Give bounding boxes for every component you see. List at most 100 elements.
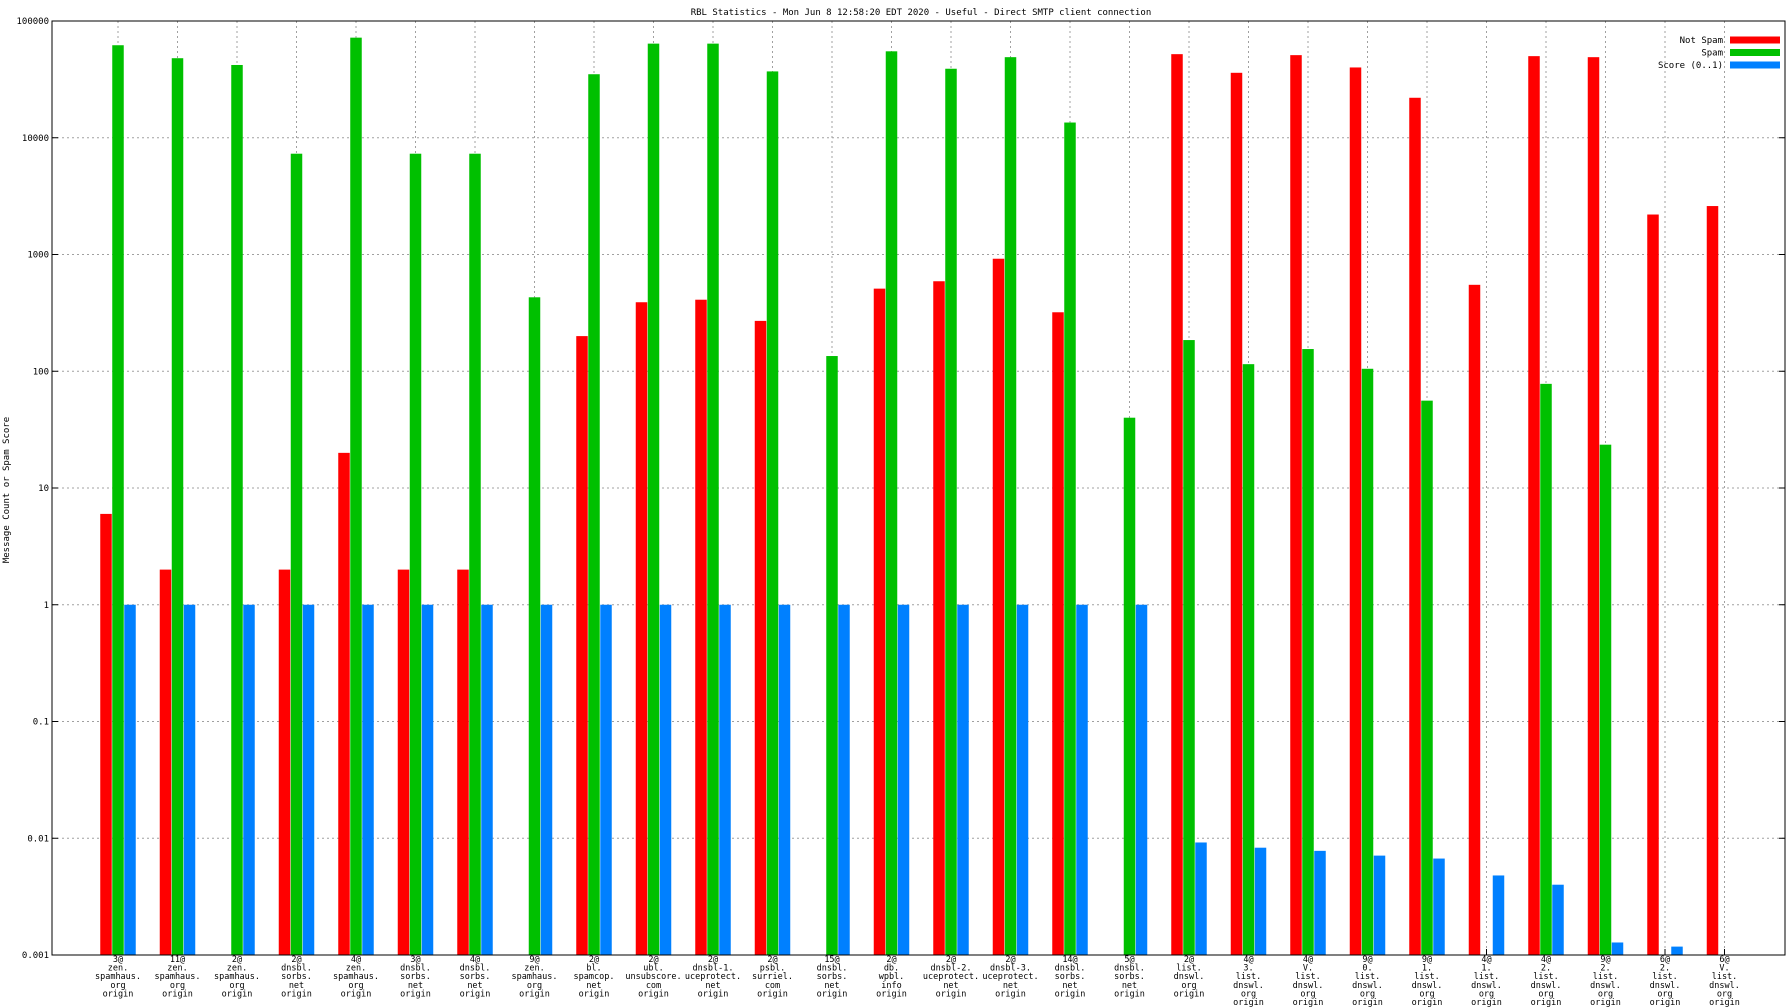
- bar-score-0-1: [1373, 855, 1386, 955]
- bar-not-spam: [754, 320, 767, 955]
- legend-label: Score (0..1): [1658, 61, 1723, 71]
- bar-spam: [1004, 57, 1017, 955]
- x-category-label: 9@ zen. spamhaus. org origin: [511, 955, 557, 999]
- bar-score-0-1: [362, 604, 374, 955]
- x-category-label: 2@ list. dnswl. org origin: [1174, 955, 1205, 999]
- x-category-label: 2@ dnsbl. sorbs. net origin: [281, 955, 312, 999]
- bar-score-0-1: [183, 604, 196, 955]
- bar-score-0-1: [540, 604, 553, 955]
- bar-not-spam: [1468, 284, 1481, 956]
- bar-not-spam: [873, 288, 886, 955]
- bar-score-0-1: [1135, 604, 1148, 955]
- bar-score-0-1: [481, 604, 493, 955]
- x-category-label: 2@ db. wpbl. info origin: [876, 955, 907, 999]
- x-category-label: 6@ 2. list. dnswl. org origin: [1650, 955, 1681, 1008]
- y-tick-label: 100: [33, 367, 49, 377]
- x-category-label: 3@ zen. spamhaus. org origin: [95, 955, 141, 999]
- bar-not-spam: [1706, 206, 1719, 955]
- bar-spam: [1183, 340, 1195, 955]
- x-category-label: 9@ 1. list. dnswl. org origin: [1412, 955, 1443, 1008]
- bar-not-spam: [635, 302, 648, 956]
- y-tick-label: 10: [38, 484, 49, 494]
- bar-not-spam: [1647, 214, 1659, 955]
- x-category-label: 4@ V. list. dnswl. org origin: [1293, 955, 1324, 1008]
- bar-score-0-1: [659, 604, 672, 955]
- bar-spam: [647, 43, 660, 956]
- bar-score-0-1: [1254, 847, 1267, 955]
- bar-not-spam: [933, 281, 945, 955]
- bar-spam: [707, 43, 719, 956]
- bar-score-0-1: [957, 604, 969, 955]
- bar-not-spam: [457, 569, 469, 955]
- x-category-label: 4@ zen. spamhaus. org origin: [333, 955, 379, 999]
- x-category-label: 4@ dnsbl. sorbs. net origin: [460, 955, 491, 999]
- bar-spam: [350, 37, 362, 955]
- x-category-label: 6@ V. list. dnswl. org origin: [1709, 955, 1740, 1008]
- y-axis-label: Message Count or Spam Score: [2, 417, 12, 563]
- x-category-label: 14@ dnsbl. sorbs. net origin: [1055, 955, 1086, 999]
- bar-score-0-1: [243, 604, 255, 955]
- bar-not-spam: [338, 452, 350, 955]
- bar-score-0-1: [719, 604, 731, 955]
- y-tick-label: 0.001: [22, 951, 49, 961]
- x-category-label: 2@ zen. spamhaus. org origin: [214, 955, 260, 999]
- bar-spam: [528, 297, 541, 955]
- chart-title: RBL Statistics - Mon Jun 8 12:58:20 EDT …: [691, 8, 1152, 18]
- bar-not-spam: [1290, 55, 1302, 956]
- bar-score-0-1: [1076, 604, 1088, 955]
- bar-not-spam: [159, 569, 172, 955]
- bar-not-spam: [992, 258, 1005, 955]
- bar-spam: [945, 68, 957, 955]
- bar-not-spam: [1349, 67, 1362, 956]
- bar-not-spam: [278, 569, 291, 955]
- legend-swatch: [1730, 49, 1780, 56]
- x-category-label: 15@ dnsbl. sorbs. net origin: [817, 955, 848, 999]
- bar-spam: [588, 74, 600, 956]
- bar-spam: [1242, 364, 1255, 955]
- bar-spam: [885, 51, 898, 955]
- plot-frame: [51, 20, 1786, 956]
- bar-score-0-1: [897, 604, 910, 955]
- bar-not-spam: [1409, 97, 1421, 955]
- legend-label: Not Spam: [1680, 36, 1723, 46]
- bar-spam: [1064, 122, 1076, 956]
- bar-spam: [112, 45, 124, 955]
- bar-not-spam: [1052, 312, 1064, 955]
- bar-spam: [766, 71, 779, 955]
- bar-spam: [409, 153, 422, 956]
- x-category-label: 5@ dnsbl. sorbs. net origin: [1114, 955, 1145, 999]
- legend: Not Spam Spam Score (0..1): [1658, 36, 1780, 71]
- bar-spam: [1123, 417, 1136, 956]
- bar-not-spam: [397, 569, 410, 955]
- y-tick-label: 0.1: [33, 718, 49, 728]
- bar-not-spam: [576, 336, 588, 955]
- bar-spam: [171, 58, 184, 955]
- x-category-label: 11@ zen. spamhaus. org origin: [154, 955, 200, 999]
- legend-label: Spam: [1701, 49, 1723, 59]
- bar-score-0-1: [838, 604, 850, 955]
- bar-score-0-1: [778, 604, 791, 955]
- y-tick-label: 100000: [16, 17, 49, 27]
- bar-score-0-1: [1433, 858, 1445, 955]
- legend-swatch: [1730, 61, 1780, 69]
- x-category-label: 9@ 2. list. dnswl. org origin: [1590, 955, 1621, 1008]
- bar-score-0-1: [1671, 946, 1683, 955]
- bar-spam: [826, 356, 838, 955]
- x-category-label: 3@ dnsbl. sorbs. net origin: [400, 955, 431, 999]
- bar-spam: [1302, 349, 1314, 955]
- bar-not-spam: [1587, 57, 1600, 955]
- bar-score-0-1: [600, 604, 612, 955]
- bar-not-spam: [1528, 56, 1540, 955]
- bar-score-0-1: [1492, 875, 1505, 955]
- bar-spam: [1540, 383, 1552, 955]
- y-tick-labels: 0.001 0.01 0.1 1 10 100 1000 10000 100000: [16, 17, 49, 961]
- x-category-label: 2@ bl. spamcop. net origin: [574, 955, 615, 999]
- bar-spam: [1361, 368, 1374, 956]
- bar-score-0-1: [1611, 942, 1624, 955]
- bar-score-0-1: [1195, 842, 1207, 955]
- bar-spam: [469, 153, 481, 956]
- x-category-label: 2@ dnsbl-1. uceprotect. net origin: [685, 955, 741, 999]
- bar-score-0-1: [421, 604, 434, 955]
- y-tick-label: 1: [44, 601, 49, 611]
